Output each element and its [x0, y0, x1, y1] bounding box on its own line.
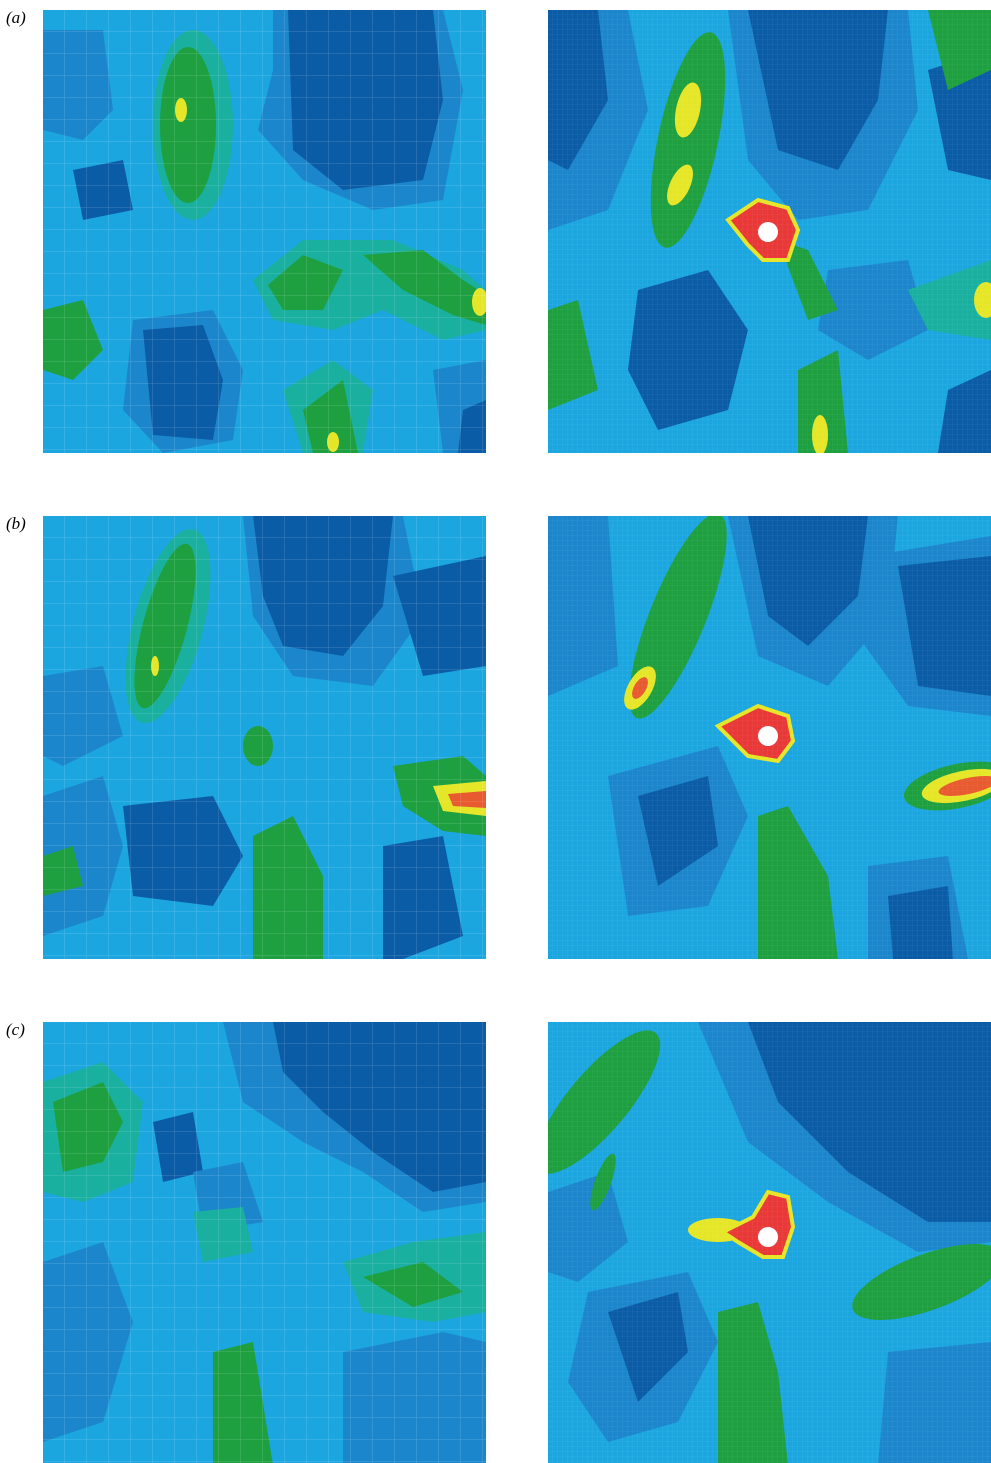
- contour-region: [548, 10, 991, 453]
- figure: (a) (b) (c): [0, 0, 991, 1463]
- contour-region: [43, 516, 486, 959]
- panel-label: (a): [6, 8, 26, 27]
- body: (a) (b) (c): [0, 0, 991, 1463]
- contour-map: [43, 10, 488, 453]
- contour-map: [517, 1014, 991, 1463]
- panel-label: (b): [6, 514, 26, 533]
- contour-map: [43, 1022, 486, 1463]
- contour-region: [548, 1022, 991, 1463]
- contour-map: [548, 504, 991, 959]
- contour-map: [548, 10, 991, 455]
- panel-label: (c): [6, 1020, 25, 1039]
- contour-region: [43, 1022, 486, 1463]
- contour-region: [43, 10, 486, 453]
- page: {"panels": [{"label": "(a)"}, {"label": …: [0, 0, 991, 1463]
- contour-map: [43, 516, 486, 959]
- contour-region: [548, 516, 991, 959]
